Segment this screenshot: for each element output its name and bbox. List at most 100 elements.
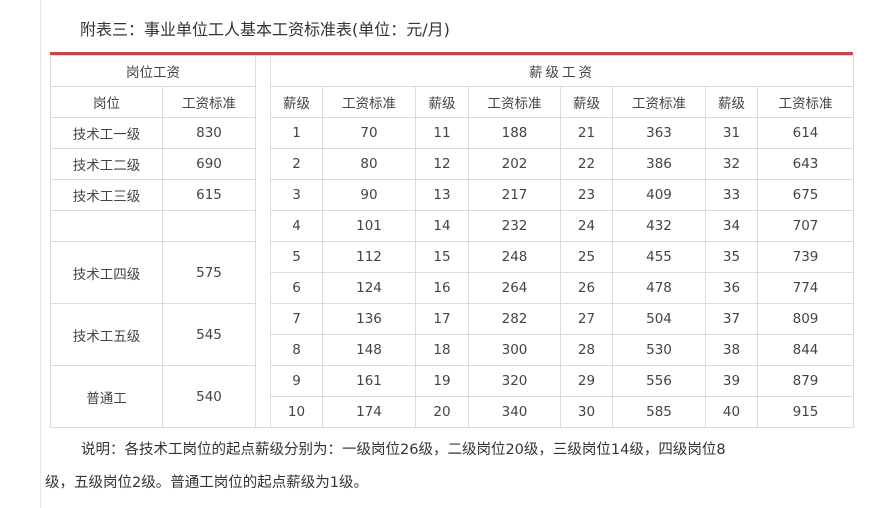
grade-wage-cell: 844 — [757, 334, 854, 366]
grade-wage-cell: 90 — [322, 179, 416, 211]
header-row-group: 岗位工资 薪级工资 — [50, 55, 854, 428]
table-row: 技术工四级 575 5 112 15 248 25 455 35 739 — [50, 241, 854, 304]
post-name-cell: 技术工五级 — [50, 303, 163, 366]
grade-wage-cell: 232 — [468, 210, 561, 242]
grade-wage-cell: 112 — [322, 241, 416, 273]
grade-wage-cell: 707 — [757, 210, 854, 242]
grade-wage-cell: 530 — [612, 334, 706, 366]
grade-wage-cell: 478 — [612, 272, 706, 304]
grade-wage-cell: 124 — [322, 272, 416, 304]
grade-cell: 34 — [705, 210, 758, 242]
spacer-column — [255, 55, 271, 428]
table-row: 普通工 540 9 161 19 320 29 556 39 879 — [50, 365, 854, 428]
grade-wage-cell: 101 — [322, 210, 416, 242]
grade-cell: 6 — [270, 272, 323, 304]
grade-cell: 1 — [270, 117, 323, 149]
post-wage-cell — [162, 210, 256, 242]
grade-cell: 17 — [415, 303, 469, 335]
grade-cell: 18 — [415, 334, 469, 366]
note-line-2: 级，五级岗位2级。普通工岗位的起点薪级为1级。 — [45, 475, 368, 491]
table-row: 技术工五级 545 7 136 17 282 27 504 37 809 — [50, 303, 854, 366]
grade-header: 薪级 — [270, 86, 323, 118]
grade-cell: 26 — [560, 272, 613, 304]
post-name-cell: 技术工一级 — [50, 117, 163, 149]
grade-cell: 33 — [705, 179, 758, 211]
table-row: 10 174 20 340 30 585 40 915 — [51, 396, 854, 428]
grade-wage-cell: 217 — [468, 179, 561, 211]
table-row: 技术工三级 615 3 90 13 217 23 409 33 675 — [50, 179, 854, 211]
grade-wage-cell: 774 — [757, 272, 854, 304]
grade-cell: 9 — [270, 365, 323, 397]
grade-wage-cell: 282 — [468, 303, 561, 335]
post-wage-cell: 615 — [162, 179, 256, 211]
grade-wage-cell: 455 — [612, 241, 706, 273]
grade-wage-cell: 248 — [468, 241, 561, 273]
grade-cell: 10 — [270, 396, 323, 428]
grade-cell: 2 — [270, 148, 323, 180]
grade-wage-cell: 264 — [468, 272, 561, 304]
grade-wage-cell: 643 — [757, 148, 854, 180]
grade-cell: 36 — [705, 272, 758, 304]
grade-cell: 30 — [560, 396, 613, 428]
table-row: 技术工一级 830 1 70 11 188 21 363 31 614 — [50, 117, 854, 149]
grade-cell: 11 — [415, 117, 469, 149]
grade-wage-cell: 174 — [322, 396, 416, 428]
grade-wage-header: 工资标准 — [612, 86, 706, 118]
grade-wage-cell: 809 — [757, 303, 854, 335]
grade-header: 薪级 — [705, 86, 758, 118]
note: 说明：各技术工岗位的起点薪级分别为：一级岗位26级，二级岗位20级，三级岗位14… — [45, 434, 855, 500]
grade-cell: 12 — [415, 148, 469, 180]
note-line-1: 说明：各技术工岗位的起点薪级分别为：一级岗位26级，二级岗位20级，三级岗位14… — [81, 442, 726, 458]
grade-cell: 21 — [560, 117, 613, 149]
grade-wage-cell: 300 — [468, 334, 561, 366]
grade-header: 薪级 — [415, 86, 469, 118]
table-row: 技术工二级 690 2 80 12 202 22 386 32 643 — [50, 148, 854, 180]
grade-wage-cell: 915 — [757, 396, 854, 428]
post-name-cell: 技术工二级 — [50, 148, 163, 180]
post-name-cell: 普通工 — [50, 365, 163, 428]
grade-cell: 31 — [705, 117, 758, 149]
grade-wage-cell: 556 — [612, 365, 706, 397]
grade-cell: 35 — [705, 241, 758, 273]
page-left-border — [40, 0, 41, 508]
table-row: 4 101 14 232 24 432 34 707 — [50, 210, 854, 242]
grade-cell: 19 — [415, 365, 469, 397]
grade-wage-cell: 432 — [612, 210, 706, 242]
grade-cell: 7 — [270, 303, 323, 335]
grade-wage-header: 工资标准 — [322, 86, 416, 118]
grade-wage-cell: 585 — [612, 396, 706, 428]
grade-wage-cell: 70 — [322, 117, 416, 149]
grade-header: 薪级 — [560, 86, 613, 118]
post-name-cell: 技术工三级 — [50, 179, 163, 211]
grade-wage-cell: 363 — [612, 117, 706, 149]
grade-wage-cell: 80 — [322, 148, 416, 180]
grade-cell: 25 — [560, 241, 613, 273]
grade-cell: 28 — [560, 334, 613, 366]
post-wage-cell: 540 — [162, 365, 256, 428]
table-row: 6 124 16 264 26 478 36 774 — [51, 272, 854, 304]
grade-cell: 20 — [415, 396, 469, 428]
table-title: 附表三：事业单位工人基本工资标准表(单位：元/月) — [80, 20, 450, 39]
grade-wage-cell: 739 — [757, 241, 854, 273]
grade-wage-cell: 879 — [757, 365, 854, 397]
grade-wage-cell: 409 — [612, 179, 706, 211]
grade-wage-group-header: 薪级工资 — [270, 55, 854, 87]
grade-cell: 16 — [415, 272, 469, 304]
grade-cell: 8 — [270, 334, 323, 366]
grade-cell: 5 — [270, 241, 323, 273]
grade-wage-header: 工资标准 — [757, 86, 854, 118]
post-wage-cell: 690 — [162, 148, 256, 180]
grade-cell: 37 — [705, 303, 758, 335]
grade-wage-header: 工资标准 — [468, 86, 561, 118]
grade-wage-cell: 188 — [468, 117, 561, 149]
grade-wage-cell: 320 — [468, 365, 561, 397]
grade-cell: 32 — [705, 148, 758, 180]
grade-wage-cell: 675 — [757, 179, 854, 211]
grade-cell: 39 — [705, 365, 758, 397]
grade-cell: 14 — [415, 210, 469, 242]
wage-table: 岗位工资 薪级工资 岗位 工资标准 薪级 工资标准 薪级 工资标准 薪级 工资标… — [50, 55, 854, 428]
grade-cell: 15 — [415, 241, 469, 273]
table-row: 8 148 18 300 28 530 38 844 — [51, 334, 854, 366]
grade-cell: 27 — [560, 303, 613, 335]
grade-cell: 4 — [270, 210, 323, 242]
